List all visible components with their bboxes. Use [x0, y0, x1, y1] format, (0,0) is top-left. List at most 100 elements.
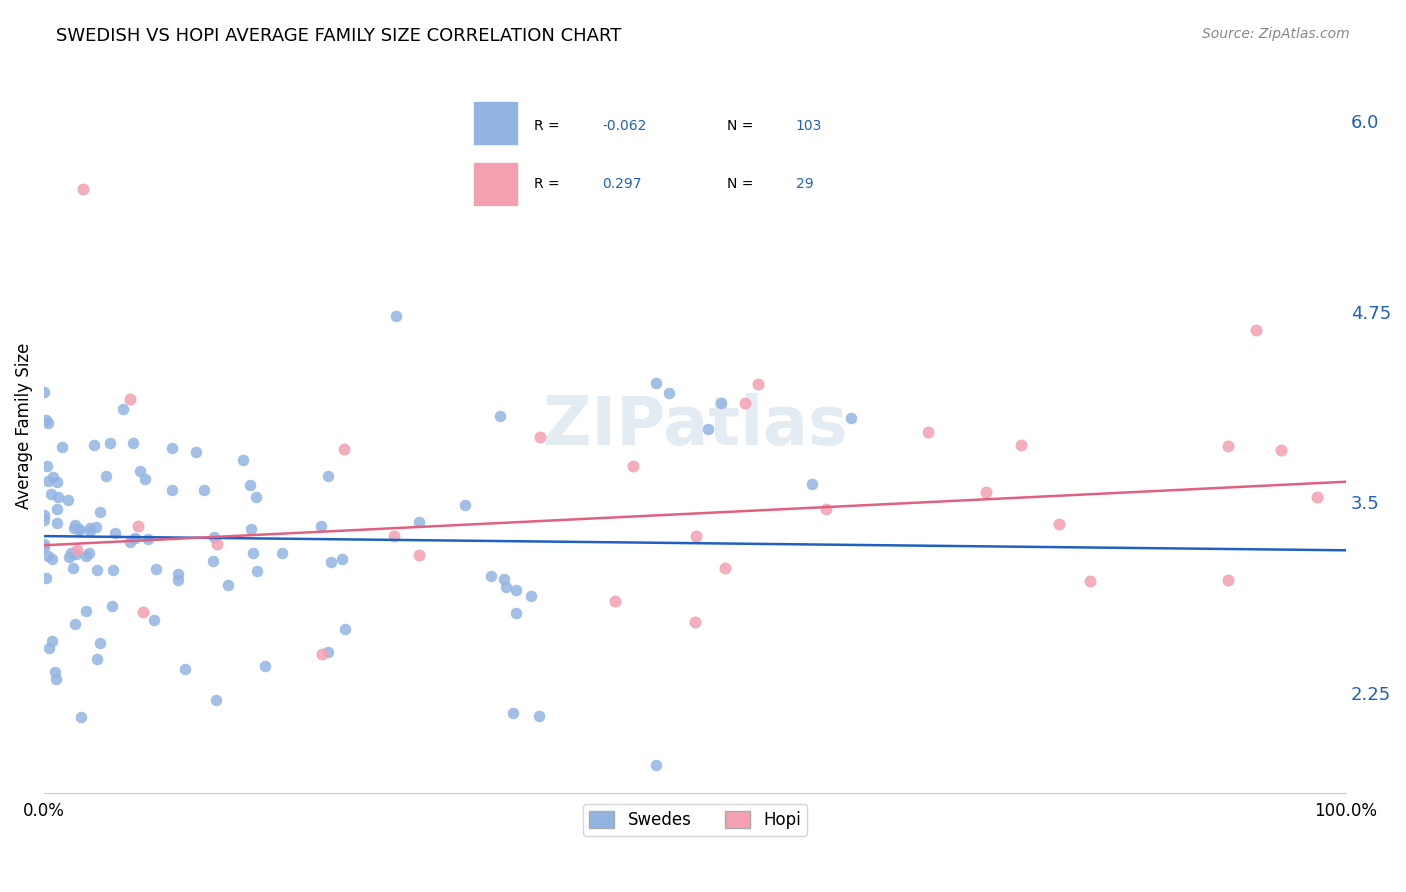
Point — [104, 525, 127, 540]
Point — [316, 645, 339, 659]
Point — [45, 516, 67, 531]
Point — [45, 673, 67, 687]
Point — [101, 599, 124, 613]
Point — [519, 589, 541, 603]
Point — [62, 561, 84, 575]
Point — [193, 483, 215, 498]
Point — [270, 546, 292, 560]
Point — [160, 483, 183, 498]
Point — [384, 309, 406, 323]
Point — [309, 518, 332, 533]
Point — [217, 578, 239, 592]
Point — [207, 537, 229, 551]
Point — [101, 563, 124, 577]
Point — [382, 529, 405, 543]
Point — [75, 603, 97, 617]
Point — [734, 396, 756, 410]
Point — [124, 531, 146, 545]
Point — [505, 582, 527, 597]
Point — [319, 555, 342, 569]
Point — [132, 605, 155, 619]
Point — [814, 502, 837, 516]
Point — [917, 425, 939, 440]
Point — [127, 518, 149, 533]
Point — [697, 422, 720, 436]
Point — [118, 392, 141, 406]
Point — [134, 472, 156, 486]
Point — [142, 613, 165, 627]
Point — [58, 550, 80, 565]
Text: Source: ZipAtlas.com: Source: ZipAtlas.com — [1202, 27, 1350, 41]
Point — [1246, 323, 1268, 337]
Point — [683, 615, 706, 629]
Point — [42, 470, 65, 484]
Point — [79, 521, 101, 535]
Point — [974, 485, 997, 500]
Y-axis label: Average Family Size: Average Family Size — [15, 343, 32, 509]
Point — [94, 469, 117, 483]
Point — [1010, 437, 1032, 451]
Point — [1080, 574, 1102, 588]
Point — [32, 537, 55, 551]
Point — [1218, 439, 1240, 453]
Point — [65, 548, 87, 562]
Point — [408, 548, 430, 562]
Point — [408, 515, 430, 529]
Point — [489, 409, 512, 423]
Point — [32, 508, 55, 523]
Point — [495, 581, 517, 595]
Point — [86, 563, 108, 577]
Point — [79, 545, 101, 559]
Point — [710, 396, 733, 410]
Point — [245, 491, 267, 505]
Point — [1047, 516, 1070, 531]
Point — [70, 710, 93, 724]
Point — [160, 441, 183, 455]
Point — [335, 622, 357, 636]
Point — [44, 665, 66, 680]
Point — [98, 436, 121, 450]
Point — [34, 384, 56, 399]
Point — [527, 709, 550, 723]
Point — [39, 487, 62, 501]
Point — [311, 647, 333, 661]
Point — [37, 417, 59, 431]
Point — [72, 182, 94, 196]
Point — [801, 477, 824, 491]
Point — [136, 532, 159, 546]
Point — [494, 572, 516, 586]
Point — [51, 440, 73, 454]
Point — [202, 553, 225, 567]
Point — [685, 529, 707, 543]
Point — [75, 549, 97, 563]
Point — [84, 520, 107, 534]
Point — [112, 402, 135, 417]
Point — [129, 464, 152, 478]
Point — [645, 376, 668, 391]
Point — [35, 413, 58, 427]
Text: SWEDISH VS HOPI AVERAGE FAMILY SIZE CORRELATION CHART: SWEDISH VS HOPI AVERAGE FAMILY SIZE CORR… — [56, 27, 621, 45]
Point — [118, 534, 141, 549]
Point — [603, 593, 626, 607]
Point — [658, 385, 681, 400]
Legend: Swedes, Hopi: Swedes, Hopi — [582, 804, 807, 836]
Point — [839, 411, 862, 425]
Point — [32, 540, 55, 554]
Point — [122, 436, 145, 450]
Point — [45, 502, 67, 516]
Point — [1216, 573, 1239, 587]
Point — [41, 552, 63, 566]
Point — [529, 430, 551, 444]
Point — [239, 522, 262, 536]
Point — [333, 442, 356, 456]
Point — [186, 444, 208, 458]
Point — [246, 564, 269, 578]
Point — [330, 551, 353, 566]
Point — [1306, 490, 1329, 504]
Point — [479, 569, 502, 583]
Point — [89, 636, 111, 650]
Point — [46, 490, 69, 504]
Point — [86, 651, 108, 665]
Point — [202, 531, 225, 545]
Point — [714, 560, 737, 574]
